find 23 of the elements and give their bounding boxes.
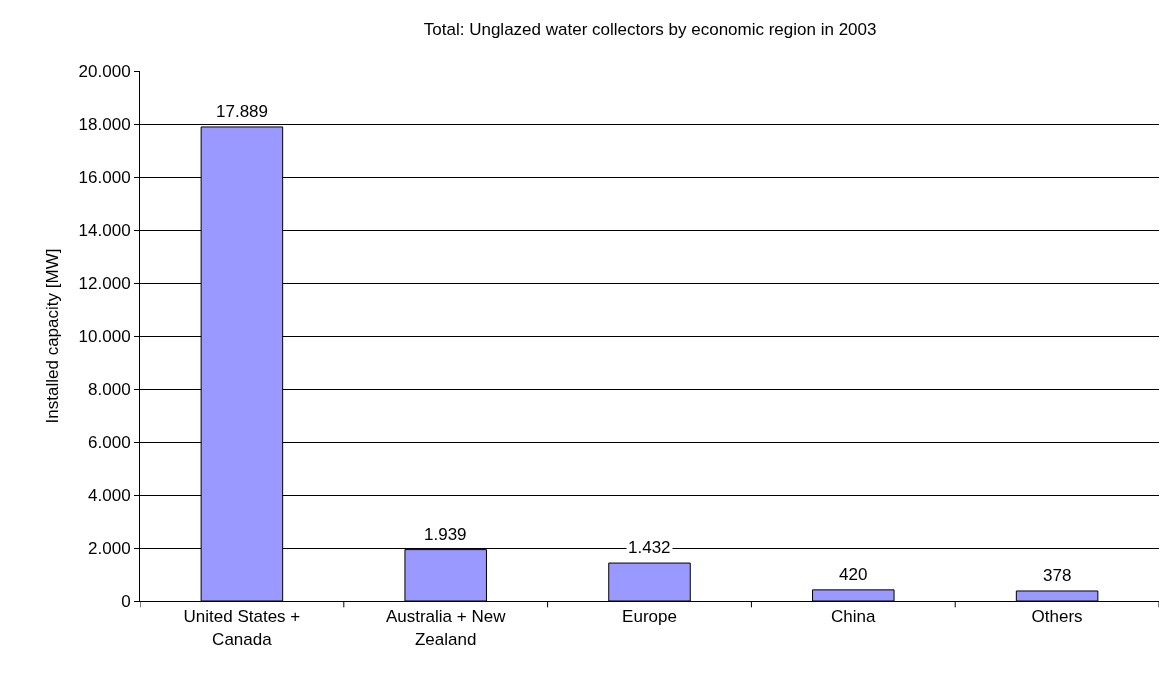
- x-tick-label: Europe: [622, 607, 677, 627]
- x-tick-label: China: [831, 607, 877, 627]
- data-label: 378: [1043, 566, 1072, 585]
- y-tick-label: 6.000: [88, 432, 131, 452]
- y-tick-label: 2.000: [88, 538, 131, 558]
- data-label: 1.939: [424, 525, 467, 544]
- y-axis-title: Installed capacity [MW]: [43, 248, 63, 424]
- y-tick-label: 10.000: [78, 326, 131, 346]
- x-tick-label: Others: [1031, 607, 1083, 627]
- y-tick-label: 0: [121, 591, 131, 611]
- chart-title: Total: Unglazed water collectors by economic region in 2003: [423, 20, 877, 40]
- y-tick-label: 12.000: [78, 273, 131, 293]
- y-tick-label: 16.000: [78, 167, 131, 187]
- data-label: 1.432: [628, 538, 671, 557]
- y-tick-label: 4.000: [88, 485, 131, 505]
- y-tick-label: 8.000: [88, 379, 131, 399]
- y-tick-label: 18.000: [78, 114, 131, 134]
- x-tick-label: United States + Canada: [183, 607, 301, 649]
- x-tick-label: Australia + New Zealand: [385, 607, 507, 649]
- y-tick-label: 20.000: [78, 61, 131, 81]
- data-label: 420: [839, 565, 868, 584]
- y-tick-label: 14.000: [78, 220, 131, 240]
- data-label: 17.889: [216, 102, 268, 121]
